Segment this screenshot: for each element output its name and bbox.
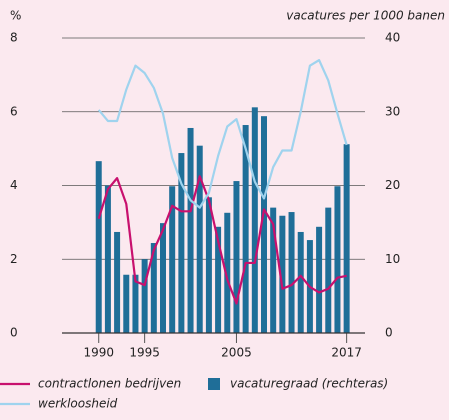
y2-tick-label: 40 [385, 31, 400, 45]
bar [150, 243, 157, 333]
bar [297, 231, 304, 333]
bar [316, 226, 323, 333]
bar [334, 186, 341, 333]
legend-label: vacaturegraad (rechteras) [230, 377, 388, 391]
x-tick-label: 2005 [221, 346, 252, 360]
bar [104, 185, 111, 333]
line [97, 175, 347, 305]
bar [141, 259, 148, 333]
x-tick-label: 1995 [129, 346, 160, 360]
bar [169, 186, 176, 333]
y-tick-label: 0 [10, 326, 18, 340]
bar [178, 153, 185, 333]
y-tick-label: 2 [10, 252, 18, 266]
y2-tick-label: 0 [385, 326, 393, 340]
bar [160, 223, 166, 333]
bar [242, 125, 249, 334]
x-tick-label: 1990 [83, 346, 114, 360]
legend-label: contractlonen bedrijven [38, 377, 181, 391]
bar [132, 274, 139, 333]
bar [233, 181, 240, 333]
bar [205, 197, 212, 333]
y-tick-label: 8 [10, 31, 18, 45]
bar [224, 212, 231, 333]
bar [270, 207, 277, 333]
bar [343, 144, 350, 333]
bar [123, 274, 130, 333]
bar [261, 116, 267, 333]
bar [196, 145, 203, 333]
bar [288, 212, 295, 333]
y-tick-label: 6 [10, 104, 18, 118]
bar [215, 226, 222, 333]
y2-tick-label: 10 [385, 252, 400, 266]
bar [187, 127, 194, 333]
bar [325, 207, 332, 333]
bar [114, 231, 121, 333]
legend-label: werkloosheid [38, 397, 118, 411]
legend-swatch [208, 378, 220, 390]
y2-tick-label: 30 [385, 104, 400, 118]
bar [251, 107, 258, 333]
y2-axis-label: vacatures per 1000 banen [286, 9, 445, 23]
line [97, 59, 348, 209]
bar [95, 161, 102, 333]
y2-tick-label: 20 [385, 178, 400, 192]
x-tick-label: 2017 [331, 346, 362, 360]
bar [279, 215, 286, 333]
y-axis-label: % [10, 9, 21, 23]
y-tick-label: 4 [10, 178, 18, 192]
